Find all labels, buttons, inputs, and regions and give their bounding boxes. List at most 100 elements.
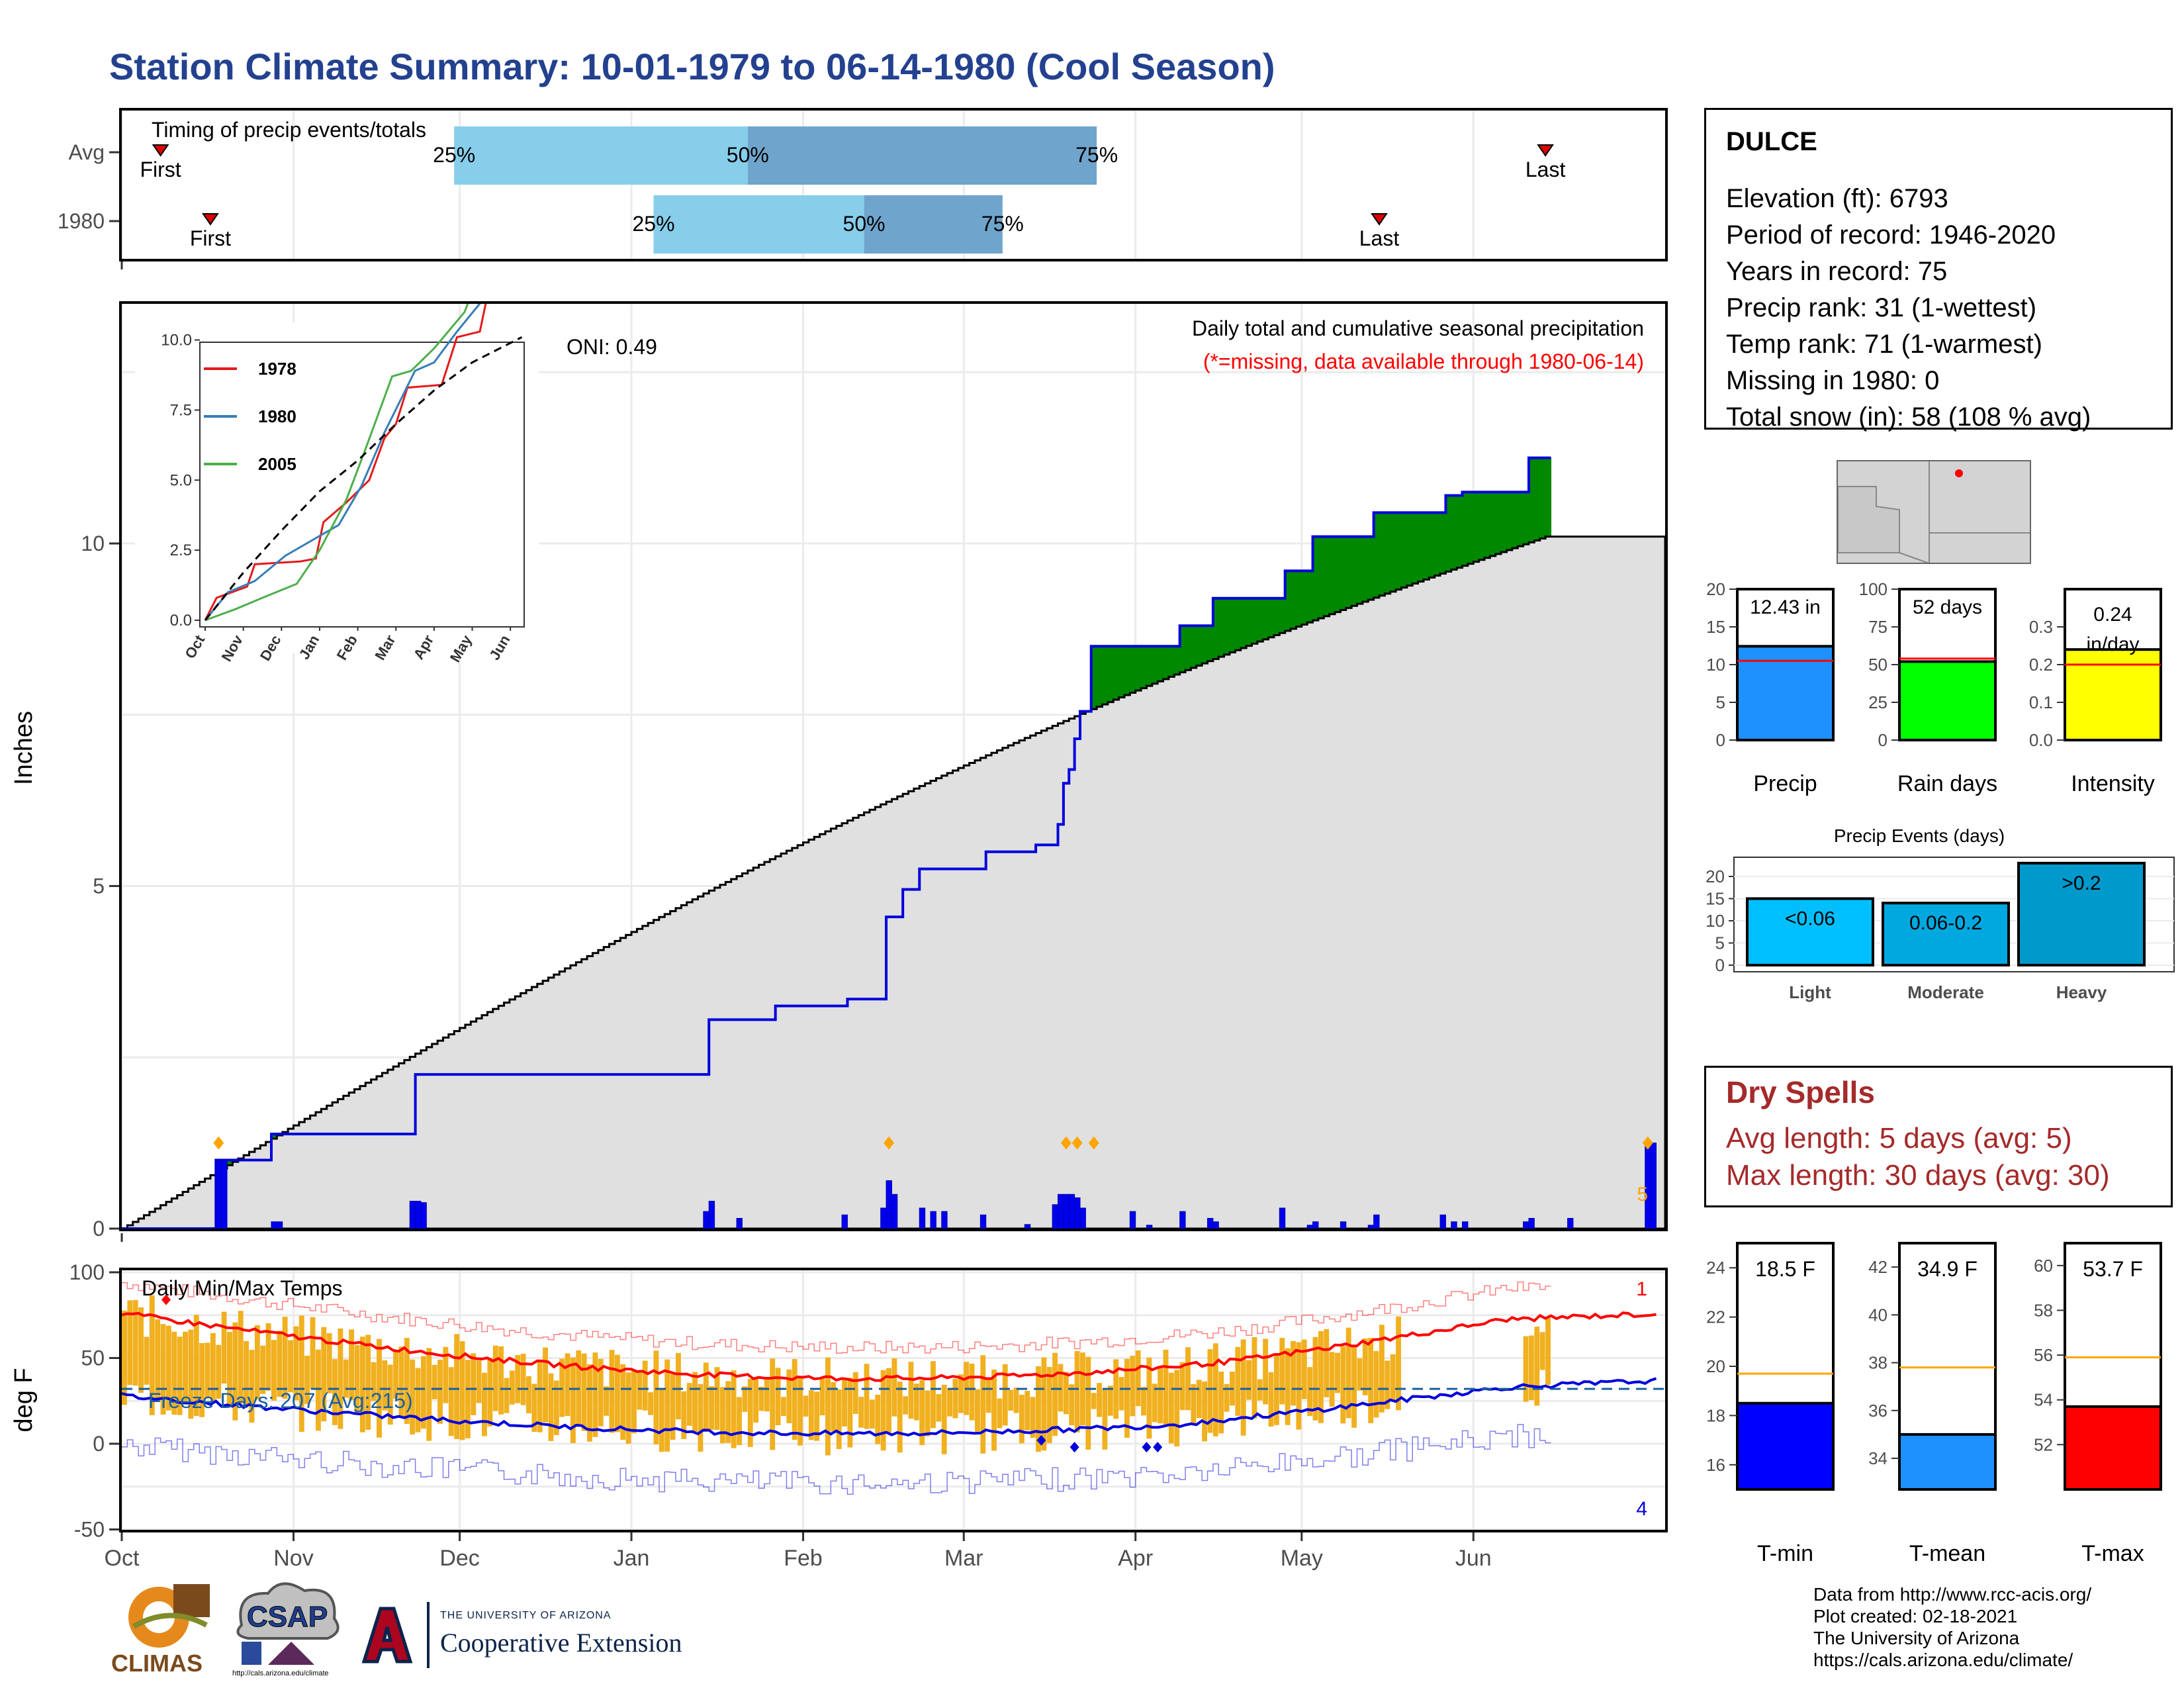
precip-surplus-area [1495, 492, 1502, 554]
precip-surplus-area [1273, 598, 1280, 635]
precip-surplus-area [1412, 512, 1419, 584]
station-elevation: Elevation (ft): 6793 [1726, 184, 1948, 213]
precip-surplus-area [1196, 626, 1203, 666]
precip-surplus-area [1534, 457, 1541, 541]
daily-temp-bar [836, 1389, 842, 1450]
temp-summary-y-tick-label: 52 [2034, 1434, 2053, 1454]
daily-temp-bar [908, 1362, 914, 1419]
dry-spells-box: Dry Spells Avg length: 5 days (avg: 5) M… [1704, 1066, 2173, 1207]
daily-temp-bar [160, 1324, 166, 1415]
daily-temp-bar [1218, 1372, 1224, 1434]
temp-title: Daily Min/Max Temps [142, 1276, 342, 1300]
daily-precip-bar [1079, 1207, 1086, 1229]
precip-surplus-area [1218, 598, 1225, 657]
summary-value-label: 52 days [1913, 596, 1982, 618]
precip-surplus-area [1501, 492, 1508, 552]
precip-surplus-area [1351, 536, 1358, 606]
daily-temp-bar [548, 1373, 554, 1441]
daily-temp-bar [1296, 1342, 1302, 1430]
daily-precip-bar [708, 1201, 715, 1229]
temp-y-axis-label: deg F [10, 1368, 38, 1432]
precip-surplus-area [1268, 598, 1275, 637]
precip-surplus-area [1097, 646, 1103, 707]
precip-surplus-area [1146, 646, 1153, 686]
daily-temp-bar [1152, 1383, 1158, 1423]
daily-precip-bar [420, 1202, 427, 1229]
month-label: Nov [273, 1546, 313, 1571]
temp-summary-category-label: T-mean [1909, 1541, 1985, 1566]
daily-temp-bar [398, 1346, 404, 1417]
precip-event-category-label: Heavy [2056, 982, 2107, 1002]
precip-surplus-area [1345, 536, 1352, 608]
precip-surplus-area [1545, 457, 1552, 537]
precip-surplus-area [1118, 646, 1125, 698]
precip-surplus-area [1484, 492, 1490, 558]
temp-corner-top: 1 [1636, 1278, 1647, 1300]
timing-p75-label: 75% [981, 212, 1024, 236]
daily-temp-bar [509, 1370, 515, 1405]
precip-event-bar-light [1746, 897, 1874, 966]
daily-temp-bar [1030, 1397, 1036, 1438]
precip-surplus-area [1390, 512, 1396, 592]
daily-temp-bar [1158, 1366, 1163, 1424]
precip-y-axis-label: Inches [10, 711, 38, 785]
daily-temp-bar [1329, 1352, 1335, 1407]
precip-surplus-area [1251, 598, 1258, 644]
daily-temp-bar [1318, 1331, 1324, 1423]
events-y-tick-label: 5 [1715, 933, 1725, 953]
daily-precip-bar [221, 1160, 228, 1229]
temp-summary-y-tick-label: 54 [2034, 1390, 2053, 1410]
summary-y-tick-label: 25 [1868, 692, 1888, 712]
summary-y-tick-label: 20 [1706, 579, 1725, 599]
daily-precip-bar [1367, 1225, 1375, 1229]
daily-temp-bar [165, 1325, 171, 1411]
daily-temp-bar [1074, 1351, 1080, 1432]
precip-surplus-area [1340, 536, 1347, 610]
daily-temp-bar [1185, 1347, 1191, 1411]
daily-temp-bar [858, 1397, 864, 1428]
daily-temp-bar [138, 1307, 144, 1393]
daily-temp-bar [792, 1359, 797, 1440]
summary-bars: 12.43 in 0 5 10 15 20 Precip 52 days 0 25 50 75 100 R… [1706, 579, 2162, 796]
temp-summary-y-tick-label: 18 [1706, 1405, 1725, 1425]
temp-summary-y-tick-label: 34 [1868, 1448, 1888, 1468]
daily-temp-bar [1368, 1338, 1374, 1423]
precip-surplus-area [1285, 571, 1291, 632]
daily-temp-bar [913, 1383, 919, 1421]
precip-surplus-area [227, 1160, 233, 1166]
timing-chart: Timing of precip events/totals 25% 50% 75% F… [122, 111, 1565, 259]
heavy-precip-marker [1071, 1136, 1083, 1150]
temp-y-tick-label: -50 [74, 1518, 105, 1542]
precip-surplus-area [1457, 495, 1463, 568]
daily-temp-bar [570, 1357, 576, 1444]
record-temp-marker [1142, 1442, 1152, 1453]
precip-surplus-area [1406, 512, 1413, 586]
timing-bar-upper-1 [864, 195, 1003, 254]
heavy-precip-marker [884, 1136, 895, 1150]
precip-surplus-area [1357, 536, 1363, 604]
summary-y-tick-label: 0.3 [2029, 617, 2053, 637]
oni-label: ONI: 0.49 [567, 335, 657, 359]
temp-summary-value-label: 53.7 F [2083, 1257, 2143, 1281]
daily-temp-bar [454, 1334, 460, 1439]
summary-category-label: Rain days [1897, 771, 1997, 796]
daily-temp-bar [265, 1323, 271, 1391]
daily-temp-bar [842, 1379, 847, 1427]
daily-temp-bar [1523, 1336, 1529, 1402]
daily-temp-bar [1385, 1360, 1390, 1409]
daily-temp-bar [193, 1315, 199, 1417]
events-y-tick-label: 10 [1706, 911, 1725, 931]
record-min-line [122, 1424, 1551, 1495]
precip-surplus-area [1235, 598, 1242, 651]
daily-temp-bar [985, 1378, 991, 1413]
temp-summary-bar-t-min [1736, 1401, 1835, 1491]
daily-temp-bar [343, 1359, 349, 1398]
daily-temp-bar [426, 1348, 432, 1441]
precip-surplus-area [1362, 536, 1369, 602]
precip-surplus-area [1185, 626, 1192, 671]
station-temp-rank: Temp rank: 71 (1-warmest) [1726, 330, 2042, 359]
daily-temp-bar [925, 1390, 931, 1436]
precip-surplus-area [1130, 646, 1136, 693]
summary-value-unit: in/day [2086, 633, 2139, 655]
